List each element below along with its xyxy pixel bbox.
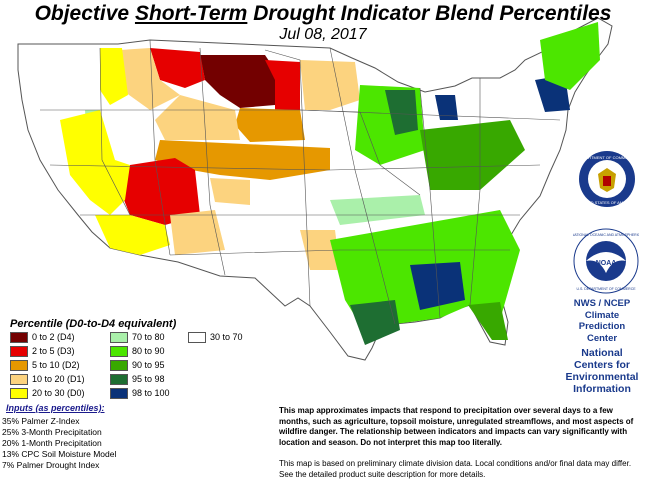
region-montana-d4 bbox=[200, 55, 275, 108]
inputs-title: Inputs (as percentiles): bbox=[6, 403, 105, 413]
input-row: 13% CPC Soil Moisture Model bbox=[2, 449, 117, 459]
map-date: Jul 08, 2017 bbox=[279, 26, 367, 43]
region-fl-green bbox=[468, 302, 508, 340]
region-mn-d1 bbox=[300, 60, 360, 110]
impacts-note: This map approximates impacts that respo… bbox=[279, 406, 634, 447]
region-nevada-d0 bbox=[60, 110, 130, 215]
region-nebraska-d2 bbox=[155, 140, 330, 180]
region-montana-d3 bbox=[150, 48, 205, 88]
svg-text:UNITED STATES OF AMERICA: UNITED STATES OF AMERICA bbox=[579, 200, 636, 205]
input-row: 7% Palmer Drought Index bbox=[2, 460, 100, 470]
region-wisconsin-dg bbox=[385, 90, 418, 135]
svg-text:NATIONAL OCEANIC AND ATMOSPHER: NATIONAL OCEANIC AND ATMOSPHERIC bbox=[573, 233, 639, 237]
input-row: 20% 1-Month Precipitation bbox=[2, 438, 102, 448]
region-wyoming-d1 bbox=[155, 95, 240, 140]
svg-text:U.S. DEPARTMENT OF COMMERCE: U.S. DEPARTMENT OF COMMERCE bbox=[576, 287, 636, 291]
input-row: 25% 3-Month Precipitation bbox=[2, 427, 102, 437]
title-emphasis: Short-Term bbox=[134, 2, 248, 25]
svg-text:DEPARTMENT OF COMMERCE: DEPARTMENT OF COMMERCE bbox=[578, 155, 636, 160]
input-row: 35% Palmer Z-Index bbox=[2, 416, 80, 426]
region-montana-d1 bbox=[120, 48, 180, 110]
noaa-wordmark: NOAA bbox=[596, 260, 617, 267]
noaa-logo: NOAA NATIONAL OCEANIC AND ATMOSPHERIC U.… bbox=[573, 228, 639, 294]
region-tn-light bbox=[330, 195, 425, 225]
region-az-d0 bbox=[95, 215, 170, 255]
legend-item: 95 to 98 bbox=[110, 374, 165, 386]
region-idaho-d0 bbox=[100, 48, 128, 105]
region-dakota-d2 bbox=[235, 108, 305, 142]
region-ohio-green bbox=[420, 120, 525, 190]
region-dakota-d3 bbox=[265, 60, 300, 112]
commerce-seal: DEPARTMENT OF COMMERCE UNITED STATES OF … bbox=[578, 151, 636, 207]
legend-item: 10 to 20 (D1) bbox=[10, 374, 85, 386]
map-title: Objective Short-Term Drought Indicator B… bbox=[34, 2, 612, 25]
legend-item: 5 to 10 (D2) bbox=[10, 360, 80, 372]
legend-item: 90 to 95 bbox=[110, 360, 165, 372]
legend-item: 20 to 30 (D0) bbox=[10, 388, 85, 400]
legend-item: 30 to 70 bbox=[188, 332, 243, 344]
legend-title: Percentile (D0-to-D4 equivalent) bbox=[10, 318, 177, 330]
region-colorado-d1 bbox=[210, 178, 250, 205]
disclaimer-note: This map is based on preliminary climate… bbox=[279, 459, 632, 479]
agency-credits: NWS / NCEP Climate Prediction Center Nat… bbox=[565, 298, 639, 395]
region-ne-green bbox=[540, 22, 600, 90]
legend-item: 0 to 2 (D4) bbox=[10, 332, 75, 344]
legend-item: 70 to 80 bbox=[110, 332, 165, 344]
us-map-fill bbox=[17, 17, 613, 361]
region-la-dg bbox=[350, 300, 400, 345]
legend-item: 2 to 5 (D3) bbox=[10, 346, 75, 358]
legend-item: 80 to 90 bbox=[110, 346, 165, 358]
region-michigan-blue bbox=[435, 95, 458, 120]
legend-item: 98 to 100 bbox=[110, 388, 170, 400]
region-nm-d1 bbox=[170, 210, 225, 255]
state-borders bbox=[40, 39, 561, 325]
inputs-list: 35% Palmer Z-Index 25% 3-Month Precipita… bbox=[2, 416, 116, 471]
